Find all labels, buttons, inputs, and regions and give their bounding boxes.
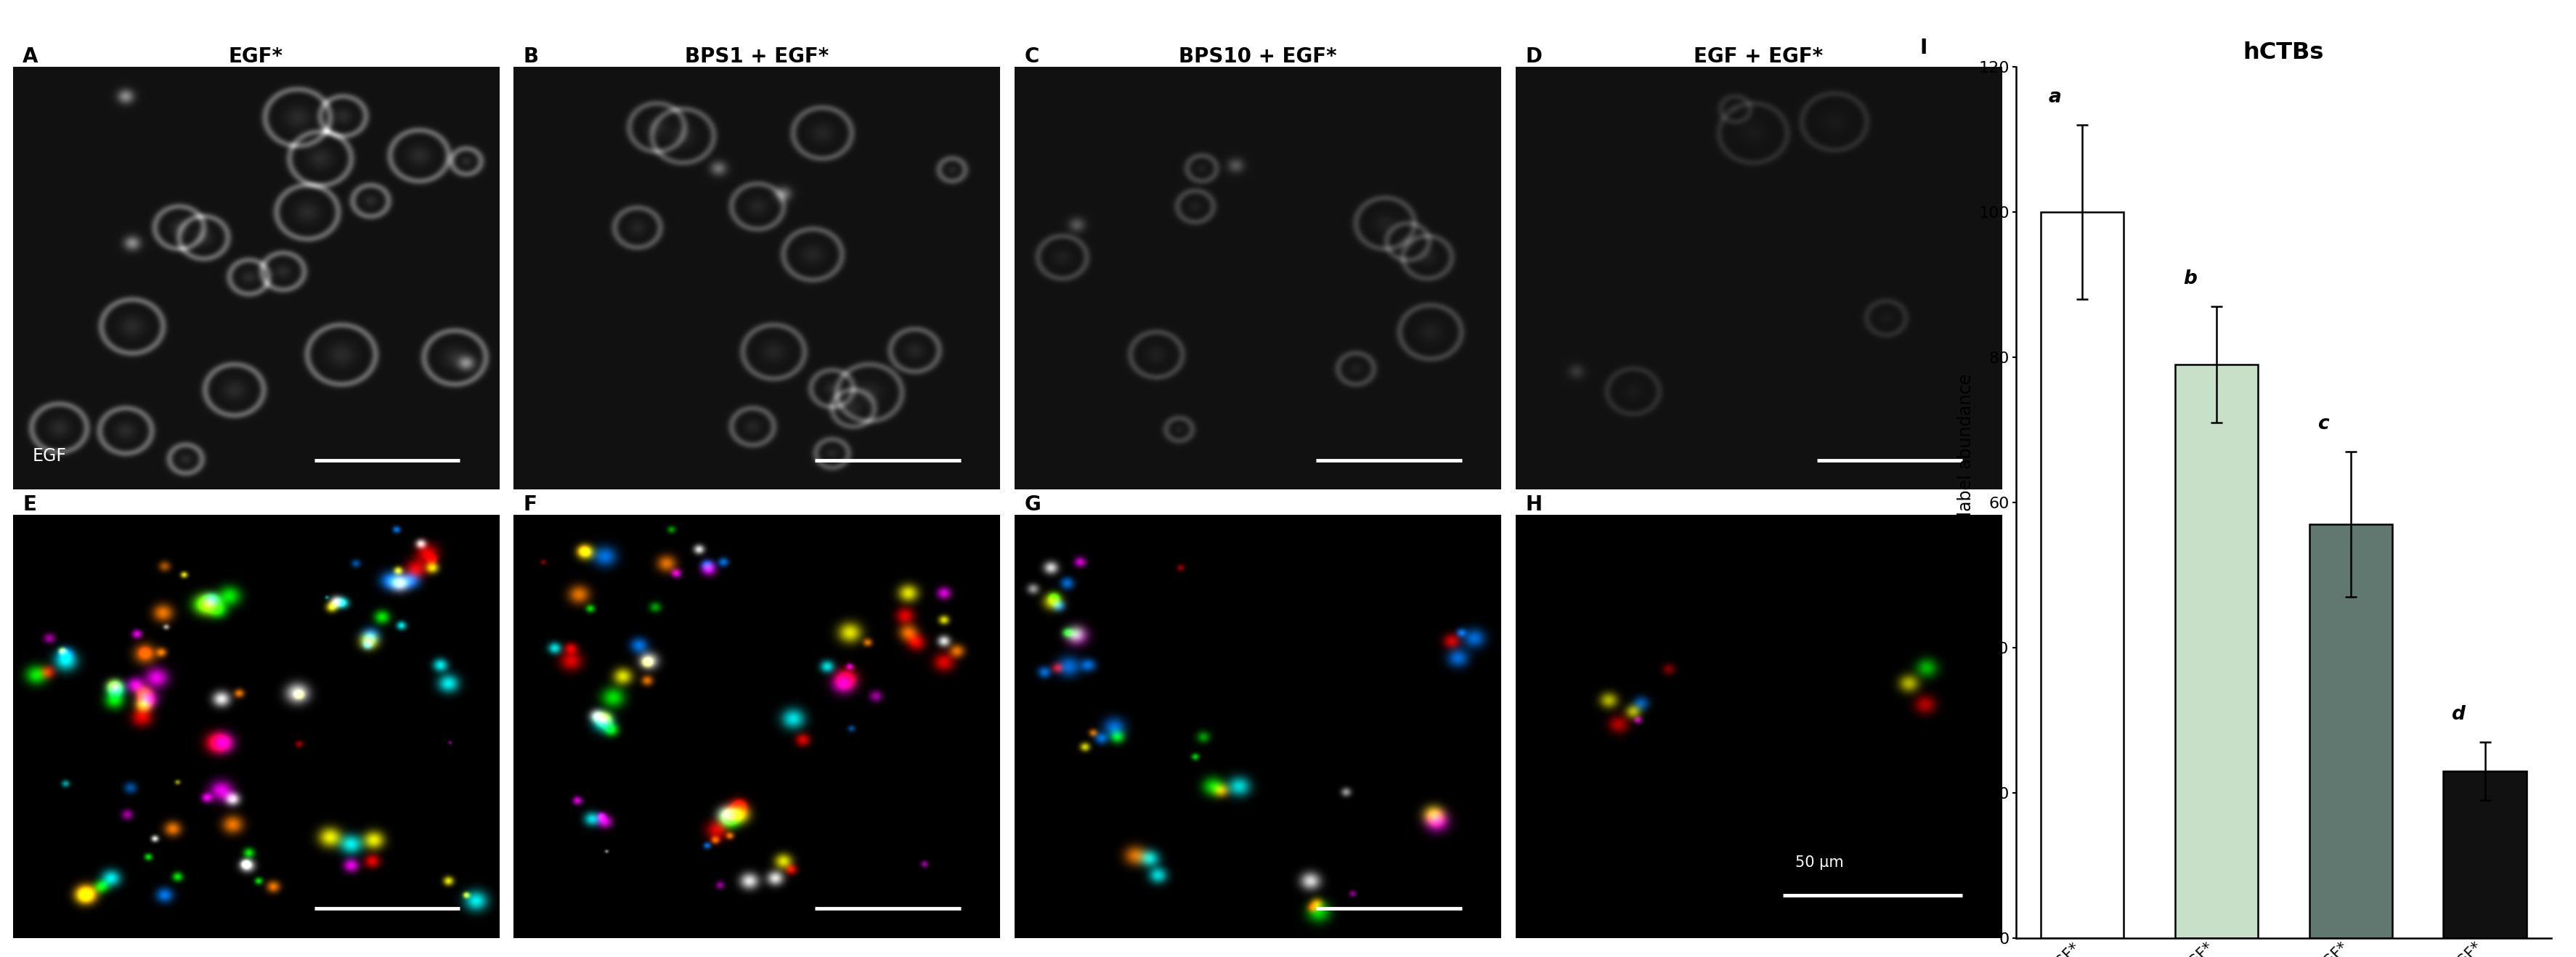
Title: EGF + EGF*: EGF + EGF* xyxy=(1692,47,1824,67)
Text: H: H xyxy=(1525,495,1540,515)
Bar xyxy=(2308,524,2391,938)
Text: F: F xyxy=(523,495,536,515)
Text: C: C xyxy=(1025,47,1038,67)
Text: EGF: EGF xyxy=(33,447,67,464)
Title: BPS10 + EGF*: BPS10 + EGF* xyxy=(1177,47,1337,67)
Text: B: B xyxy=(523,47,538,67)
Text: D: D xyxy=(1525,47,1540,67)
Text: d: d xyxy=(2450,705,2465,723)
Title: BPS1 + EGF*: BPS1 + EGF* xyxy=(685,47,829,67)
Text: b: b xyxy=(2182,270,2197,288)
Text: A: A xyxy=(23,47,39,67)
Bar xyxy=(2174,365,2257,938)
Text: G: G xyxy=(1025,495,1041,515)
Text: I: I xyxy=(1919,38,1927,58)
Text: c: c xyxy=(2316,414,2329,434)
Title: EGF*: EGF* xyxy=(229,47,283,67)
Text: 50 μm: 50 μm xyxy=(1795,856,1842,870)
Bar xyxy=(2442,771,2527,938)
Text: a: a xyxy=(2048,88,2061,107)
Title: hCTBs: hCTBs xyxy=(2244,41,2324,64)
Y-axis label: Relative EGF-label abundance: Relative EGF-label abundance xyxy=(1955,374,1973,631)
Bar xyxy=(2040,212,2123,938)
Text: E: E xyxy=(23,495,36,515)
